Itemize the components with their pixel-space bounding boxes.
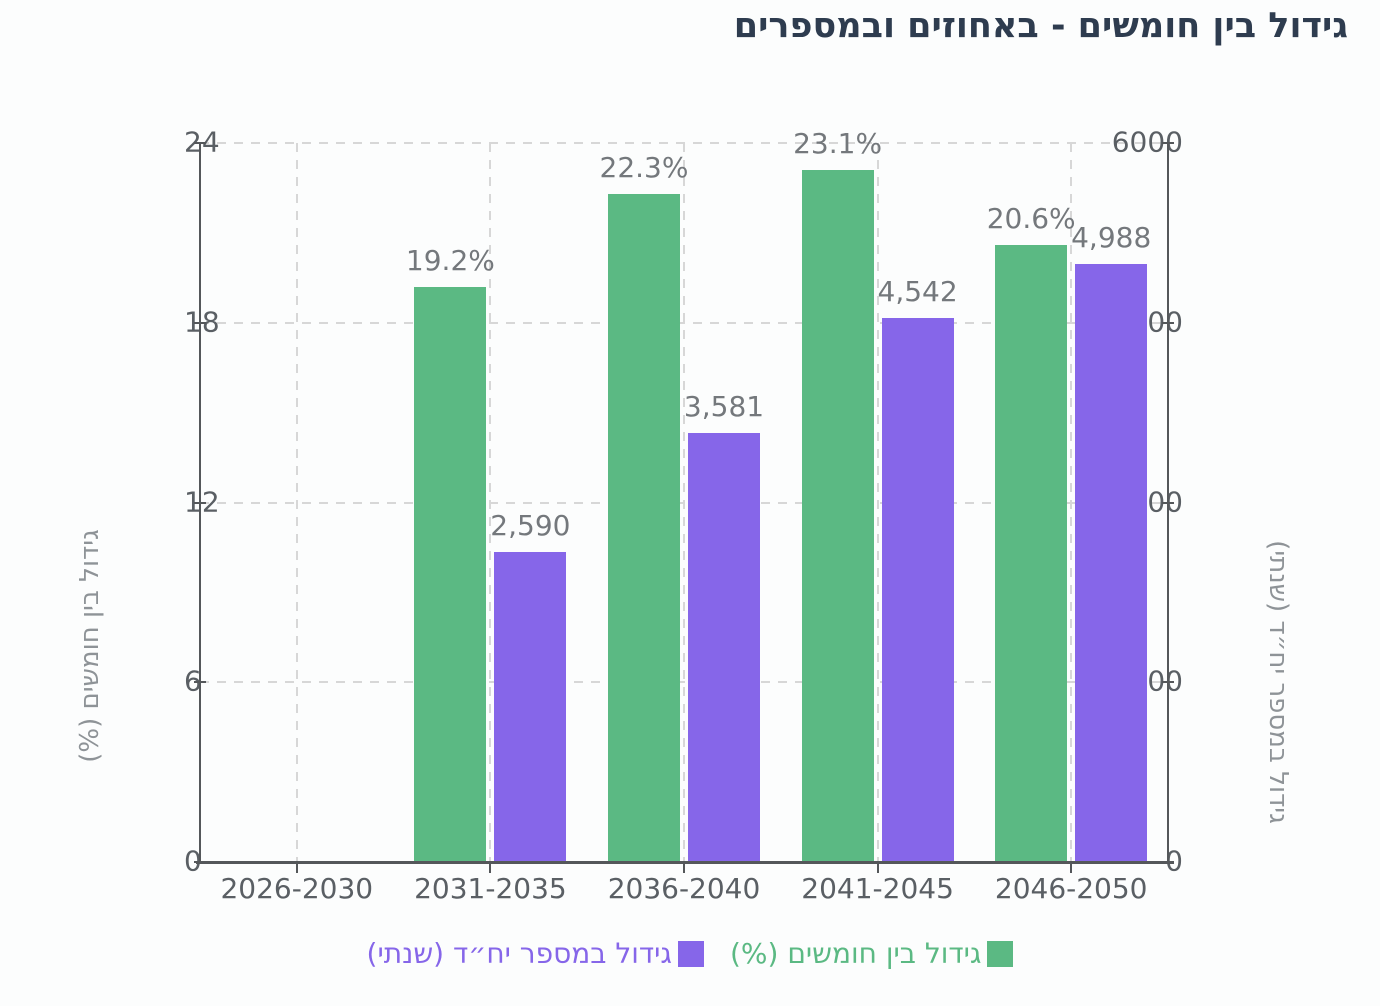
- bar-units-2046-2050[interactable]: [1075, 264, 1148, 862]
- x-axis-tick: [295, 862, 298, 873]
- right-axis-tick-label: 0: [1165, 844, 1183, 878]
- left-axis-tick: [194, 861, 206, 863]
- legend: גידול במספר יח״ד (שנתי) גידול בין חומשים…: [0, 936, 1380, 972]
- left-axis-tick-label: 24: [184, 125, 220, 159]
- left-axis-tick-label: 6: [184, 664, 202, 698]
- left-axis-tick-label: 18: [184, 305, 220, 339]
- x-axis-tick: [489, 862, 492, 873]
- vertical-grid-line: [683, 143, 685, 862]
- vertical-grid-line: [876, 143, 879, 862]
- right-y-axis-title: גידול במספר יח״ד (שנתי): [1263, 540, 1293, 824]
- bar-value-label: 22.3%: [599, 150, 689, 184]
- right-axis-tick-label: 6000: [1111, 125, 1183, 159]
- right-axis-tick: [1162, 681, 1174, 684]
- bar-percent-2041-2045[interactable]: [801, 169, 874, 862]
- x-axis-tick-label: 2046-2050: [994, 872, 1148, 905]
- x-axis-tick-label: 2026-2030: [220, 872, 374, 905]
- legend-item-units[interactable]: גידול במספר יח״ד (שנתי): [367, 936, 704, 972]
- bar-percent-2036-2040[interactable]: [608, 193, 680, 862]
- right-axis-tick: [1162, 501, 1174, 504]
- bar-percent-2046-2050[interactable]: [995, 244, 1068, 862]
- x-axis-tick: [1070, 862, 1073, 873]
- left-axis-tick: [194, 501, 206, 504]
- bar-percent-2031-2035[interactable]: [414, 286, 487, 862]
- bar-value-label: 20.6%: [986, 201, 1076, 235]
- x-axis-tick: [683, 862, 685, 873]
- right-axis-tick: [1162, 321, 1174, 324]
- right-axis-tick: [1162, 861, 1174, 863]
- left-axis-tick: [194, 681, 206, 684]
- bar-value-label: 4,988: [1071, 221, 1152, 255]
- bar-units-2041-2045[interactable]: [881, 317, 954, 862]
- right-axis-tick: [1162, 142, 1174, 144]
- legend-item-percent[interactable]: גידול בין חומשים (%): [729, 936, 1014, 972]
- left-axis-tick-label: 12: [184, 484, 220, 518]
- left-y-axis-title: גידול בין חומשים (%): [75, 529, 105, 763]
- vertical-grid-line: [489, 143, 492, 862]
- x-axis-line: [196, 861, 1174, 864]
- chart-title: גידול בין חומשים - באחוזים ובמספרים: [733, 6, 1348, 46]
- legend-label-units: גידול במספר יח״ד (שנתי): [366, 937, 672, 970]
- left-axis-tick-label: 0: [184, 844, 202, 878]
- legend-marker-percent-icon: [987, 941, 1014, 968]
- legend-marker-units-icon: [677, 941, 704, 968]
- bar-value-label: 2,590: [490, 508, 571, 542]
- vertical-grid-line: [1070, 143, 1073, 862]
- bar-units-2031-2035[interactable]: [494, 551, 567, 862]
- left-axis-tick: [194, 321, 206, 324]
- legend-label-percent: גידול בין חומשים (%): [729, 937, 982, 970]
- bar-value-label: 19.2%: [405, 243, 495, 277]
- x-axis-tick-label: 2036-2040: [607, 872, 761, 905]
- x-axis-tick: [876, 862, 879, 873]
- bar-value-label: 3,581: [683, 389, 765, 423]
- x-axis-tick-label: 2031-2035: [414, 872, 567, 905]
- x-axis-tick-label: 2041-2045: [801, 872, 954, 905]
- bar-units-2036-2040[interactable]: [688, 432, 760, 862]
- vertical-grid-line: [295, 143, 298, 862]
- left-axis-tick: [194, 142, 206, 144]
- bar-value-label: 4,542: [877, 274, 958, 308]
- bar-value-label: 23.1%: [793, 126, 883, 160]
